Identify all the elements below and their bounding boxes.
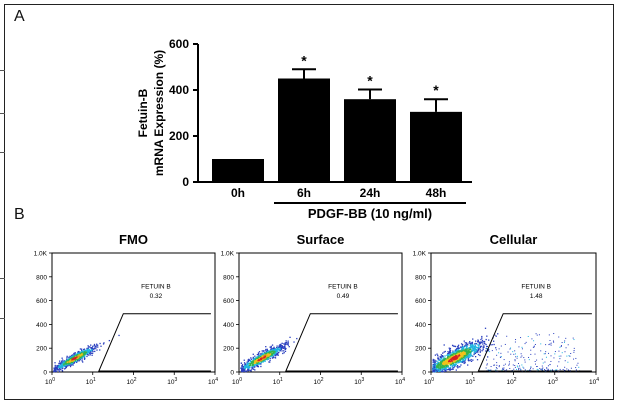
edge-tick — [0, 70, 5, 71]
x-tick-label: 100 — [45, 377, 55, 386]
y-tick-label: 400 — [415, 322, 426, 329]
y-tick-label: 200 — [223, 346, 234, 353]
x-tick-label: 101 — [86, 377, 96, 386]
y-tick-label: 400 — [223, 322, 234, 329]
flow-plot-title: FMO — [119, 232, 148, 247]
scatter-events — [53, 334, 120, 373]
scatter-events — [432, 327, 581, 373]
gate-label: FETUIN B — [141, 284, 171, 291]
flow-plot-surface: Surface 0 200 400 600 800 1.0K 100 101 102 103 104 F… — [221, 232, 406, 386]
x-tick-label: 102 — [126, 377, 136, 386]
x-tick-label: 103 — [354, 377, 364, 386]
scatter-events — [240, 336, 298, 373]
y-axis-label-line1: Fetuin-B — [136, 88, 150, 137]
x-tick-label: 6h — [297, 186, 311, 200]
x-tick-label: 101 — [273, 377, 283, 386]
x-tick-label: 104 — [395, 377, 405, 386]
gate-value: 0.49 — [337, 293, 350, 300]
flow-plot-title: Cellular — [490, 232, 538, 247]
flow-plot-cellular: Cellular 0 200 400 600 800 1.0K 100 101 102 103 104… — [413, 232, 600, 386]
y-tick-label: 800 — [415, 274, 426, 281]
x-tick-label: 48h — [426, 186, 447, 200]
x-tick-label: 100 — [424, 377, 434, 386]
x-tick-label: 102 — [313, 377, 323, 386]
edge-tick — [0, 318, 5, 319]
y-tick-label: 600 — [169, 37, 189, 51]
gate-value: 1.48 — [530, 293, 543, 300]
x-tick-label: 103 — [167, 377, 177, 386]
y-tick-label: 800 — [223, 274, 234, 281]
x-tick-label: 104 — [208, 377, 218, 386]
edge-tick — [0, 113, 5, 114]
bar-48h — [410, 111, 462, 182]
bar-24h — [344, 99, 396, 182]
y-tick-label: 0 — [230, 370, 234, 377]
edge-tick — [0, 152, 5, 153]
y-tick-label: 200 — [415, 346, 426, 353]
flow-plot-fmo: FMO 0 200 400 600 800 1.0K 100 101 102 103 104 FETUI… — [34, 232, 219, 386]
gate-polygon — [285, 313, 398, 372]
gate-value: 0.32 — [150, 293, 163, 300]
significance-mark: * — [301, 52, 307, 68]
gate-label: FETUIN B — [521, 284, 551, 291]
y-tick-label: 600 — [415, 298, 426, 305]
flow-plots: FMO 0 200 400 600 800 1.0K 100 101 102 103 104 FETUI… — [34, 232, 600, 386]
y-tick-label: 1.0K — [221, 251, 235, 258]
gate-polygon — [477, 313, 592, 372]
x-tick-label: 100 — [232, 377, 242, 386]
y-tick-label: 600 — [36, 298, 47, 305]
gate-label: FETUIN B — [328, 284, 358, 291]
x-tick-label: 24h — [360, 186, 381, 200]
y-tick-label: 1.0K — [34, 251, 48, 258]
treatment-label: PDGF-BB (10 ng/ml) — [308, 206, 432, 221]
edge-tick — [0, 278, 5, 279]
x-tick-label: 101 — [465, 377, 475, 386]
x-tick-label: 103 — [548, 377, 558, 386]
x-tick-label: 102 — [506, 377, 516, 386]
y-axis-label-line2: mRNA Expression (%) — [152, 50, 166, 176]
y-tick-label: 600 — [223, 298, 234, 305]
x-tick-label: 104 — [589, 377, 599, 386]
panel-b-label: B — [14, 206, 25, 223]
gate-polygon — [98, 313, 211, 372]
y-tick-label: 800 — [36, 274, 47, 281]
y-tick-label: 0 — [422, 370, 426, 377]
y-tick-label: 200 — [36, 346, 47, 353]
y-tick-label: 1.0K — [413, 251, 427, 258]
y-tick-label: 0 — [43, 370, 47, 377]
panel-a-label: A — [14, 8, 25, 25]
y-tick-label: 0 — [182, 175, 189, 189]
y-tick-label: 400 — [36, 322, 47, 329]
significance-mark: * — [433, 82, 439, 98]
bar-chart: 0 200 400 600 Fetuin-B mRNA Expression (%) 0h *… — [136, 37, 472, 221]
bar-6h — [278, 78, 330, 182]
x-tick-label: 0h — [231, 186, 245, 200]
y-tick-label: 200 — [169, 129, 189, 143]
flow-plot-title: Surface — [297, 232, 345, 247]
y-tick-label: 400 — [169, 83, 189, 97]
significance-mark: * — [367, 73, 373, 89]
bar-0h — [212, 159, 264, 182]
